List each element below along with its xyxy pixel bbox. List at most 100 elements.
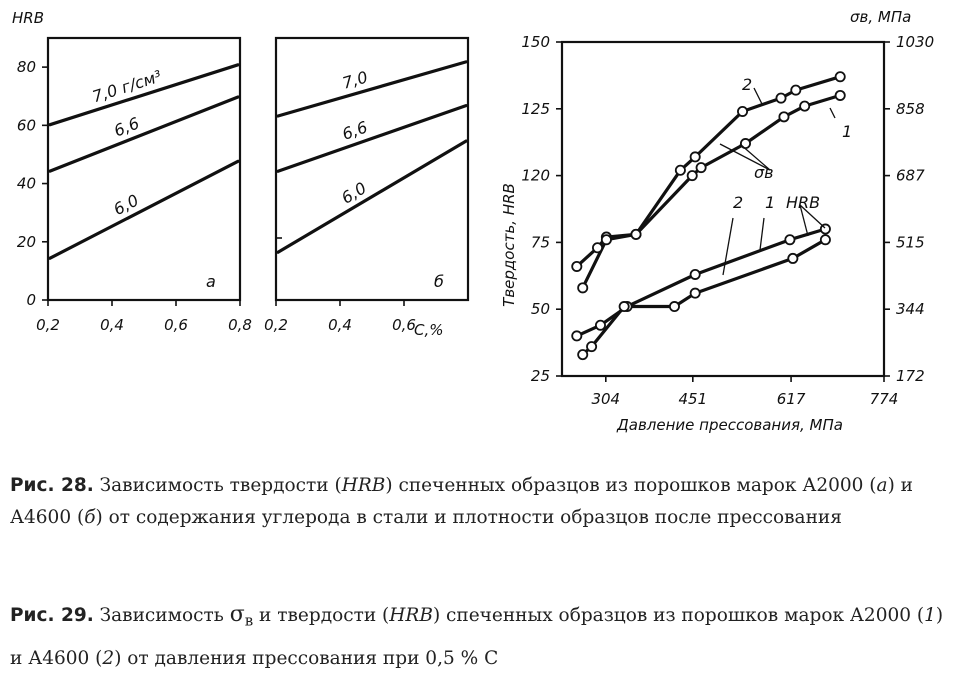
panel-b-xtick-label-2: 0,6	[392, 316, 416, 334]
panel-b: 0,2 0,4 0,6 7,06,66,0 б С,%	[264, 36, 470, 339]
fig29-point-1-6	[778, 111, 790, 123]
fig29-y2label: σв, МПа	[850, 8, 911, 26]
hrb-leader-2	[799, 204, 809, 237]
panel-a-yticks: 0 20 40 60 80	[17, 58, 48, 309]
fig29-y2tick-label-4: 858	[896, 100, 925, 118]
fig29-xticks: 304 451 617 774	[591, 376, 898, 408]
fig29-point-3-6	[819, 234, 831, 246]
panel-b-label-2: 6,0	[338, 178, 370, 207]
figure-canvas: HRB 0 20 40 60 80 0,2 0,4 0,6 0,8 7,0 г/см³6,66…	[12, 8, 934, 434]
fig29-ytick-label-1: 50	[531, 300, 550, 318]
fig29-point-3-0	[577, 349, 589, 361]
panel-a-xtick-label-2: 0,6	[164, 316, 188, 334]
fig29-frame	[560, 40, 886, 378]
panel-b-line-0	[276, 60, 468, 118]
fig29-point-1-7	[799, 100, 811, 112]
fig29-point-1-0	[577, 282, 589, 294]
fig29-xtick-label-2: 617	[777, 390, 806, 408]
sigma-leader-2	[739, 143, 771, 171]
annotation-hrb: HRB	[786, 193, 820, 212]
panel-b-xtick-label-0: 0,2	[264, 316, 288, 334]
panel-b-frame	[274, 36, 470, 302]
panel-a-ytick-label-1: 20	[17, 233, 36, 251]
panel-a-xticks: 0,2 0,4 0,6 0,8	[36, 300, 252, 334]
fig29-y2tick-label-3: 687	[896, 167, 925, 185]
panel-a-line-1	[48, 95, 240, 173]
panel-a-letter: а	[206, 272, 216, 291]
fig29-point-0-4	[674, 164, 686, 176]
fig29-point-3-2	[618, 301, 630, 313]
fig29-ytick-label-4: 125	[521, 100, 550, 118]
annotation-sigma-1: 1	[842, 122, 852, 141]
fig29-point-0-1	[592, 242, 604, 254]
caption-fig29: Рис. 29. Зависимость σв и твердости (HRB…	[10, 602, 944, 669]
fig29-y2ticks: 172 344 515 687 858 1030	[884, 33, 934, 385]
fig29-ytick-label-3: 120	[521, 167, 550, 185]
panel-a-xtick-label-0: 0,2	[36, 316, 60, 334]
fig29-point-1-3	[686, 170, 698, 182]
fig29-yticks: 25 50 75 120 125 150	[521, 33, 562, 385]
fig29-point-1-4	[695, 162, 707, 174]
hrb1-leader	[759, 217, 765, 251]
fig29-point-2-0	[571, 330, 583, 342]
fig29-ytick-label-0: 25	[531, 367, 550, 385]
panel-a-line-0	[48, 63, 240, 127]
fig29-point-0-9	[834, 71, 846, 83]
fig29-xlabel: Давление прессования, МПа	[616, 416, 843, 434]
annotation-hrb-1: 1	[765, 193, 775, 212]
panel-a-xtick-label-1: 0,4	[100, 316, 124, 334]
fig29-xtick-label-3: 774	[870, 390, 899, 408]
caption-fig29-label: Рис. 29.	[10, 605, 94, 626]
fig29-point-1-8	[834, 89, 846, 101]
fig29-ytick-label-2: 75	[531, 233, 550, 251]
fig29-y2tick-label-2: 515	[896, 233, 925, 251]
fig29-ytick-label-5: 150	[521, 33, 550, 51]
panel-a-frame	[46, 36, 242, 302]
fig29-series	[571, 71, 846, 361]
annotation-sigma: σв	[754, 163, 774, 182]
panel-b-line-1	[276, 104, 468, 173]
fig29-point-0-5	[689, 151, 701, 163]
fig29-point-3-5	[787, 252, 799, 264]
fig29-point-3-4	[689, 287, 701, 299]
panel-a-ytick-label-4: 80	[17, 58, 36, 76]
hrb2-leader	[722, 217, 734, 276]
fig29-point-0-0	[571, 260, 583, 272]
panel-b-xtick-label-1: 0,4	[328, 316, 352, 334]
annotation-sigma-2: 2	[742, 75, 752, 94]
fig29-point-2-4	[784, 234, 796, 246]
panel-b-line-2	[276, 139, 468, 254]
fig29-point-0-8	[790, 84, 802, 96]
panel-a-line-2	[48, 159, 240, 260]
fig29-point-3-1	[586, 341, 598, 353]
fig29-y2tick-label-0: 172	[896, 367, 925, 385]
panel-a: HRB 0 20 40 60 80 0,2 0,4 0,6 0,8 7,0 г/см³6,66…	[12, 9, 252, 334]
annotation-hrb-2: 2	[733, 193, 743, 212]
fig29-point-0-7	[775, 92, 787, 104]
panel-a-ylabel: HRB	[12, 9, 44, 27]
fig29-point-0-6	[737, 105, 749, 117]
hrb-leader-1	[799, 204, 826, 229]
caption-fig28: Рис. 28. Зависимость твердости (HRB) спе…	[10, 475, 913, 528]
panel-b-letter: б	[434, 272, 444, 291]
fig29-ylabel: Твердость, HRB	[500, 183, 518, 307]
fig29-point-1-1	[600, 234, 612, 246]
fig29-xtick-label-1: 451	[678, 390, 707, 408]
panel-b-xticks: 0,2 0,4 0,6	[264, 237, 416, 334]
fig29-point-2-1	[594, 319, 606, 331]
fig29-series-1	[581, 93, 842, 290]
panel-a-ytick-label-3: 60	[17, 116, 36, 134]
fig29-point-2-3	[689, 268, 701, 280]
panel-b-label-0: 7,0	[340, 67, 370, 92]
label-1-leader	[829, 107, 836, 119]
fig29-xtick-label-0: 304	[591, 390, 620, 408]
panel-b-series: 7,06,66,0	[276, 60, 468, 254]
fig29-y2tick-label-5: 1030	[896, 33, 934, 51]
fig29-chart: Твердость, HRB σв, МПа Давление прессова…	[500, 8, 934, 434]
panel-a-xtick-label-3: 0,8	[228, 316, 252, 334]
fig29-y2tick-label-1: 344	[896, 300, 925, 318]
fig29-point-3-3	[668, 301, 680, 313]
panel-b-xlabel: С,%	[414, 321, 444, 339]
caption-fig28-label: Рис. 28.	[10, 475, 94, 496]
